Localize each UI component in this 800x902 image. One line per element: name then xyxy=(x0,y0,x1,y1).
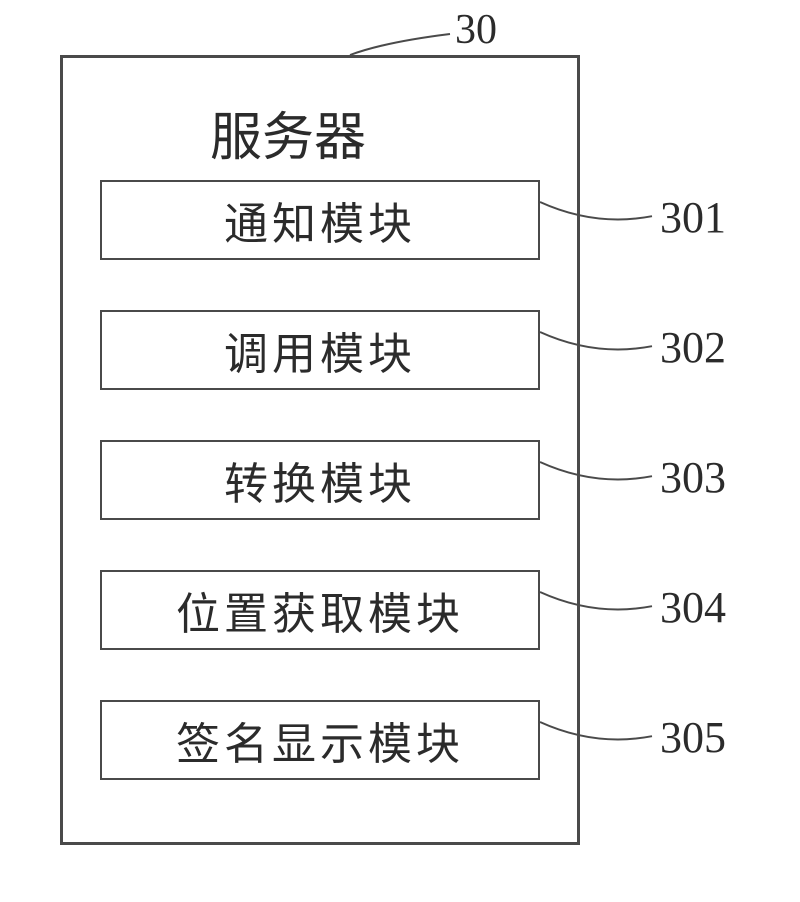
module-box-3: 转换模块 xyxy=(100,440,540,520)
module-text: 转换模块 xyxy=(224,448,416,512)
module-label-5: 305 xyxy=(660,712,726,763)
module-text: 位置获取模块 xyxy=(176,578,464,642)
module-text: 调用模块 xyxy=(224,318,416,382)
module-label-2: 302 xyxy=(660,322,726,373)
module-text: 通知模块 xyxy=(224,188,416,252)
module-box-4: 位置获取模块 xyxy=(100,570,540,650)
module-box-2: 调用模块 xyxy=(100,310,540,390)
outer-label: 30 xyxy=(455,6,497,54)
module-box-1: 通知模块 xyxy=(100,180,540,260)
module-box-5: 签名显示模块 xyxy=(100,700,540,780)
module-label-1: 301 xyxy=(660,192,726,243)
module-text: 签名显示模块 xyxy=(176,708,464,772)
module-label-3: 303 xyxy=(660,452,726,503)
module-label-4: 304 xyxy=(660,582,726,633)
diagram-canvas: 服务器 30 通知模块 301 调用模块 302 转换模块 303 位置获取模块 304 签名显… xyxy=(0,0,800,902)
server-title: 服务器 xyxy=(210,95,366,170)
